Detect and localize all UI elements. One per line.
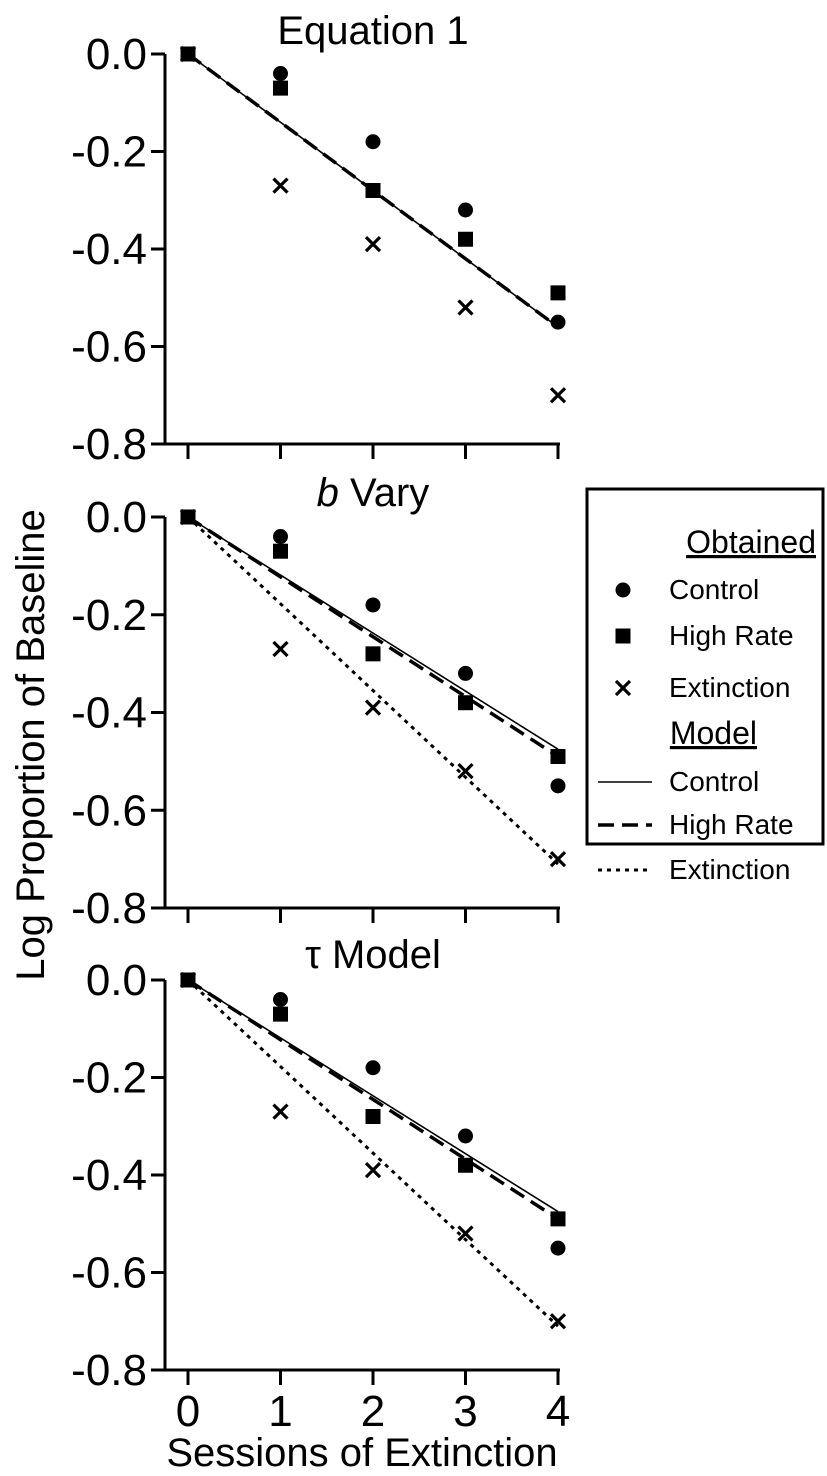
panel-3: τ Model 0.0 -0.2 -0.4 -0.6 -0.8 0 1 2 3 4 <box>71 933 570 1436</box>
point-extinction <box>457 763 474 780</box>
point-extinction <box>364 699 382 716</box>
point-extinction <box>549 387 567 404</box>
legend-item-model: Extinction <box>669 854 790 885</box>
point-extinction <box>549 1313 567 1330</box>
panel-1: Equation 1 0.0 -0.2 -0.4 -0.6 -0.8 <box>71 9 567 469</box>
point-high-rate <box>458 695 473 711</box>
point-extinction <box>272 177 289 194</box>
point-extinction <box>179 971 197 989</box>
model-line-high-rate <box>187 515 559 758</box>
model-line-high-rate <box>187 978 559 1221</box>
axes <box>151 52 560 459</box>
y-tick-label: -0.6 <box>71 1249 147 1298</box>
x-tick-label: 0 <box>176 1387 200 1436</box>
panel-title: τ Model <box>305 933 441 977</box>
point-extinction <box>457 1225 474 1242</box>
panels: Equation 1 0.0 -0.2 -0.4 -0.6 -0.8 b Vary 0.0 -0… <box>71 9 570 1436</box>
point-extinction <box>364 1161 382 1179</box>
legend-item-obtained: Control <box>669 574 759 605</box>
point-high-rate <box>550 748 566 764</box>
point-control <box>550 1240 566 1256</box>
panel-title: b Vary <box>317 471 430 515</box>
y-tick-label: 0.0 <box>86 956 147 1005</box>
y-tick-label: -0.8 <box>71 1346 147 1395</box>
point-control <box>273 992 288 1007</box>
legend-item-model: Control <box>669 766 759 797</box>
y-tick-label: -0.6 <box>71 786 147 835</box>
y-tick-label: -0.6 <box>71 323 147 372</box>
y-tick-label: 0.0 <box>86 30 147 79</box>
point-high-rate <box>550 1211 566 1227</box>
point-high-rate <box>458 231 473 247</box>
model-line-control <box>187 516 559 750</box>
legend-item-obtained: High Rate <box>669 620 794 651</box>
point-high-rate <box>273 543 288 559</box>
x-tick-label: 2 <box>361 1387 385 1436</box>
y-tick-label: -0.2 <box>71 591 147 640</box>
y-tick-label: -0.4 <box>71 689 147 738</box>
point-extinction <box>179 508 197 526</box>
x-axis-title: Sessions of Extinction <box>166 1431 557 1475</box>
point-high-rate <box>365 1109 381 1124</box>
model-line-control <box>187 979 559 1213</box>
point-control <box>273 529 288 545</box>
point-control <box>273 66 288 81</box>
point-control <box>458 202 473 218</box>
y-tick-label: -0.8 <box>71 884 147 933</box>
point-extinction <box>364 235 382 253</box>
x-tick-label: 4 <box>546 1387 570 1436</box>
legend: Obtained Control High Rate Extinction Model C… <box>585 487 825 885</box>
point-extinction <box>549 850 567 868</box>
point-control <box>458 1128 473 1144</box>
model-line-extinction <box>186 515 560 866</box>
legend-marker-extinction <box>614 679 632 697</box>
point-control <box>550 778 566 794</box>
x-tick-label: 3 <box>453 1387 477 1436</box>
y-tick-label: 0.0 <box>86 493 147 542</box>
point-control <box>365 1060 381 1076</box>
y-tick-label: -0.2 <box>71 1054 147 1103</box>
legend-item-obtained: Extinction <box>669 672 790 703</box>
point-high-rate <box>458 1157 473 1173</box>
point-high-rate <box>365 646 381 662</box>
x-tick-label: 1 <box>268 1387 292 1436</box>
legend-heading-model: Model <box>670 715 757 751</box>
point-high-rate <box>273 80 288 96</box>
point-high-rate <box>550 285 566 301</box>
point-control <box>550 314 566 330</box>
y-axis-title: Log Proportion of Baseline <box>9 509 53 980</box>
axes <box>151 978 560 1385</box>
legend-heading-obtained: Obtained <box>686 524 816 560</box>
point-extinction <box>272 1103 289 1120</box>
point-control <box>458 665 473 681</box>
axes <box>151 515 560 923</box>
legend-marker-control <box>615 582 631 598</box>
point-extinction <box>179 45 197 63</box>
y-tick-label: -0.2 <box>71 128 147 177</box>
legend-item-model: High Rate <box>669 809 794 840</box>
point-extinction <box>457 299 474 316</box>
point-high-rate <box>273 1006 288 1022</box>
y-tick-label: -0.4 <box>71 225 147 274</box>
panel-2: b Vary 0.0 -0.2 -0.4 -0.6 -0.8 <box>71 471 567 933</box>
point-control <box>365 597 381 613</box>
y-tick-label: -0.4 <box>71 1151 147 1200</box>
point-control <box>365 134 381 150</box>
legend-marker-high-rate <box>615 628 631 644</box>
model-line-extinction <box>186 978 560 1328</box>
y-tick-label: -0.8 <box>71 420 147 469</box>
legend-box <box>585 487 825 846</box>
point-high-rate <box>365 183 381 198</box>
point-extinction <box>272 640 289 658</box>
panel-title: Equation 1 <box>277 9 468 53</box>
